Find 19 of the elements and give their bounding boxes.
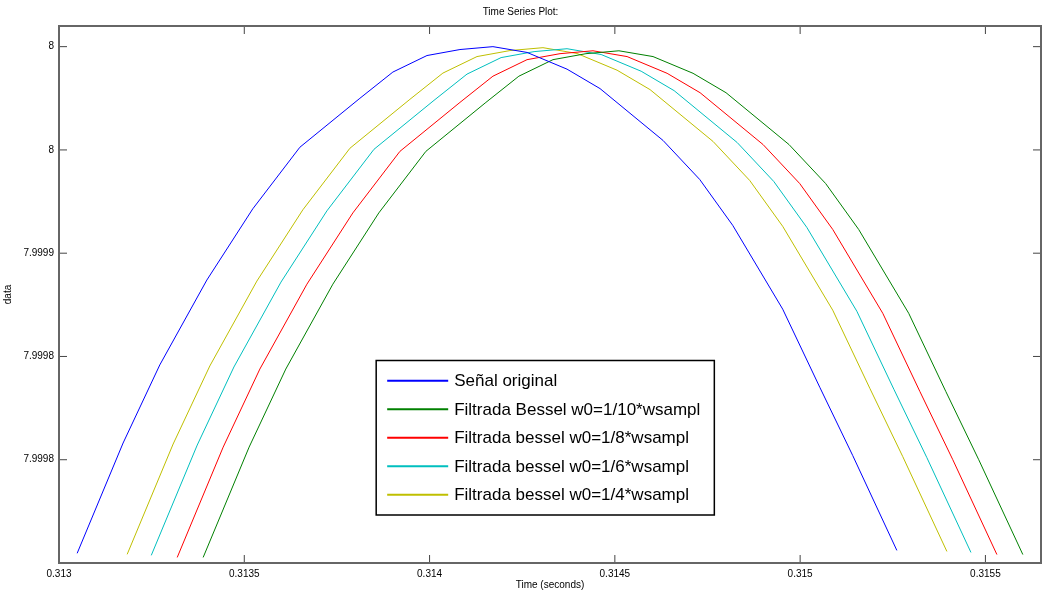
x-tick-label: 0.3155: [970, 567, 1002, 579]
x-axis-title: Time (seconds): [515, 578, 585, 590]
chart-title: Time Series Plot:: [482, 5, 559, 17]
y-tick-label: 8: [48, 40, 55, 52]
y-tick-label: 7.9998: [23, 350, 55, 362]
legend-label: Señal original: [454, 371, 558, 391]
x-tick-label: 0.315: [787, 567, 814, 579]
x-tick-label: 0.3145: [599, 567, 631, 579]
legend-label: Filtrada bessel w0=1/6*wsampl: [454, 456, 689, 476]
legend-label: Filtrada Bessel w0=1/10*wsampl: [454, 399, 701, 419]
y-tick-label: 7.9998: [23, 453, 55, 465]
legend-label: Filtrada bessel w0=1/4*wsampl: [454, 485, 689, 505]
y-tick-label: 8: [48, 143, 55, 155]
x-tick-label: 0.313: [46, 567, 72, 579]
x-tick-label: 0.314: [417, 567, 443, 579]
x-tick-label: 0.3135: [228, 567, 261, 579]
legend-label: Filtrada bessel w0=1/8*wsampl: [454, 428, 689, 448]
y-tick-label: 7.9999: [23, 246, 55, 258]
y-axis-title: data: [1, 284, 13, 305]
